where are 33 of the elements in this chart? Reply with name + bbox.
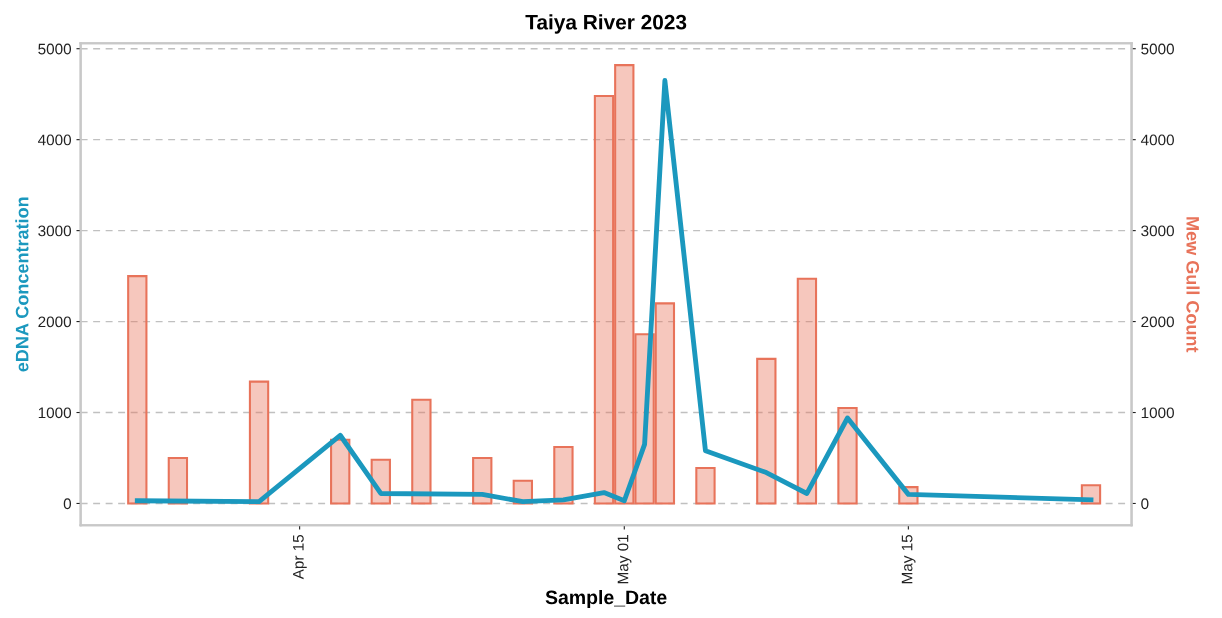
y-tick-label: 2000 (38, 316, 72, 328)
bar (654, 302, 676, 505)
bar (330, 438, 351, 505)
y2-tick-label: 1000 (1141, 407, 1174, 419)
x-axis-title: Sample_Date (545, 589, 667, 609)
bar (695, 466, 716, 505)
y2-tick-label: 0 (1141, 498, 1149, 510)
bar (127, 275, 148, 505)
chart-title: Taiya River 2023 (525, 14, 687, 34)
bar (593, 94, 615, 505)
bar (167, 456, 189, 505)
bar (756, 357, 777, 505)
y2-tick-label: 2000 (1141, 316, 1174, 328)
x-tick-label: May 15 (901, 534, 916, 584)
bar (796, 277, 818, 505)
y-tick-label: 5000 (38, 43, 72, 55)
y-tick-label: 4000 (37, 134, 72, 146)
y-tick-label: 3000 (38, 225, 72, 237)
bar (411, 398, 432, 505)
bar (614, 64, 635, 505)
y2-tick-label: 3000 (1141, 225, 1174, 237)
y-axis-title: eDNA Concentration (15, 197, 29, 372)
x-tick-label: May 01 (617, 535, 632, 584)
y-tick-label: 0 (63, 498, 72, 510)
y-tick-label: 1000 (38, 407, 72, 419)
y2-tick-label: 4000 (1140, 134, 1174, 146)
y2-axis-title: Mew Gull Count (1186, 217, 1200, 353)
y2-tick-label: 5000 (1141, 43, 1174, 55)
x-tick-label: Apr 15 (293, 534, 307, 580)
line-series (134, 78, 1094, 505)
bar (553, 446, 574, 505)
bar (837, 406, 858, 505)
bar (248, 380, 270, 505)
